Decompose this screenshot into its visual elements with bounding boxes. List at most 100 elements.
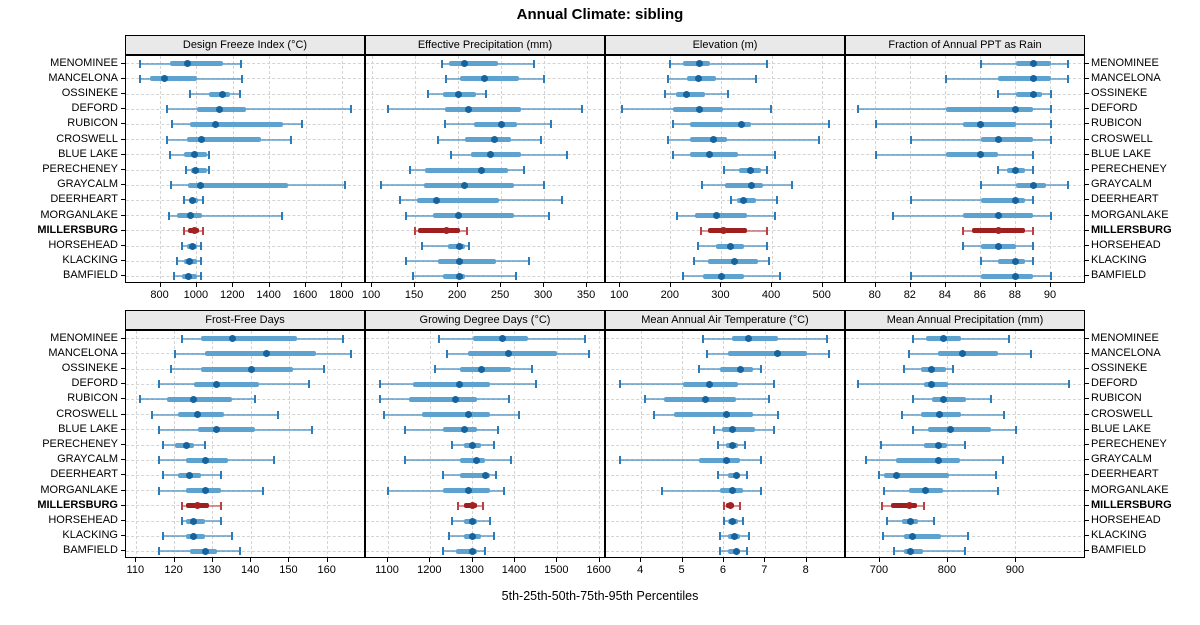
horizontal-gridline — [126, 230, 364, 232]
median-dot — [774, 350, 782, 358]
median-dot — [1029, 60, 1037, 68]
whisker-cap-95th — [231, 532, 234, 541]
median-dot — [197, 136, 205, 144]
interquartile-bar — [732, 336, 778, 342]
whisker-cap-95th — [482, 501, 485, 510]
median-dot — [464, 487, 472, 495]
whisker-cap-5th — [188, 90, 191, 98]
vertical-gridline — [514, 331, 516, 557]
interquartile-bar — [459, 76, 520, 82]
whisker-cap-5th — [150, 410, 153, 419]
y-axis-tick — [121, 368, 125, 369]
vertical-gridline — [387, 331, 389, 557]
whisker-cap-95th — [1032, 226, 1035, 235]
whisker-cap-95th — [548, 211, 551, 220]
median-dot — [730, 257, 738, 265]
whisker-cap-5th — [698, 365, 701, 373]
whisker-cap-95th — [1003, 410, 1006, 419]
vertical-gridline — [305, 56, 307, 282]
panel-strip-title: Mean Annual Air Temperature (°C) — [641, 314, 809, 326]
site-label-left: DEFORD — [71, 377, 118, 390]
site-label-left: RUBICON — [67, 392, 118, 405]
panel-strip: Fraction of Annual PPT as Rain — [845, 35, 1085, 55]
whisker-range-line — [620, 459, 762, 462]
median-dot — [1029, 90, 1037, 98]
site-label-left: MORGANLAKE — [40, 483, 118, 496]
whisker-cap-95th — [1067, 74, 1070, 83]
interquartile-bar — [904, 533, 941, 539]
x-axis-tick — [909, 283, 911, 287]
whisker-cap-95th — [543, 74, 546, 83]
horizontal-gridline — [366, 245, 604, 247]
site-label-left: MANCELONA — [48, 346, 118, 359]
median-dot — [928, 380, 936, 388]
whisker-cap-5th — [158, 425, 161, 434]
whisker-cap-5th — [183, 196, 186, 205]
vertical-gridline — [341, 56, 343, 282]
whisker-cap-5th — [162, 441, 165, 449]
median-dot — [1029, 181, 1037, 189]
interquartile-bar — [423, 182, 514, 188]
whisker-cap-95th — [755, 74, 758, 83]
interquartile-bar — [945, 106, 1034, 112]
whisker-cap-5th — [911, 395, 914, 404]
median-dot — [732, 547, 740, 555]
site-label-right: MENOMINEE — [1091, 331, 1159, 344]
site-label-left: BLUE LAKE — [58, 147, 118, 160]
x-axis-tick-label: 200 — [447, 289, 467, 301]
whisker-cap-5th — [722, 517, 725, 525]
y-axis-tick — [121, 489, 125, 491]
whisker-cap-95th — [1049, 105, 1052, 114]
vertical-gridline — [670, 56, 672, 282]
whisker-cap-95th — [1049, 272, 1052, 281]
whisker-cap-95th — [561, 196, 564, 205]
horizontal-gridline — [126, 78, 364, 80]
whisker-cap-95th — [818, 135, 821, 144]
median-dot — [683, 90, 690, 98]
panel-plot — [125, 55, 365, 283]
panel-plot — [605, 330, 845, 558]
x-axis-tick — [250, 558, 252, 562]
median-dot — [201, 456, 209, 464]
median-dot — [464, 411, 472, 419]
median-dot — [905, 502, 913, 510]
whisker-cap-5th — [405, 257, 408, 266]
x-axis-tick — [305, 283, 306, 287]
median-dot — [161, 75, 169, 83]
interquartile-bar — [166, 396, 233, 402]
median-dot — [469, 547, 477, 555]
whisker-range-line — [668, 138, 820, 141]
x-axis-tick-label: 5 — [678, 564, 685, 576]
whisker-cap-95th — [1002, 456, 1005, 465]
median-dot — [994, 136, 1002, 144]
whisker-cap-5th — [672, 120, 675, 129]
horizontal-gridline — [846, 63, 1084, 65]
whisker-cap-5th — [386, 105, 389, 114]
panel-strip: Growing Degree Days (°C) — [365, 310, 605, 330]
median-dot — [197, 181, 205, 189]
y-axis-tick — [1085, 184, 1089, 186]
x-axis-tick-label: 350 — [576, 289, 596, 301]
whisker-cap-5th — [619, 456, 622, 465]
median-dot — [1012, 257, 1020, 265]
whisker-cap-95th — [727, 90, 730, 98]
site-label-right: HORSEHEAD — [1091, 239, 1161, 251]
whisker-cap-5th — [181, 501, 184, 510]
whisker-cap-95th — [219, 471, 222, 480]
whisker-cap-95th — [241, 74, 244, 83]
whisker-cap-5th — [437, 135, 440, 144]
x-axis-tick — [371, 283, 373, 287]
site-label-right: OSSINEKE — [1091, 87, 1148, 99]
whisker-cap-95th — [1049, 90, 1052, 98]
site-label-left: BAMFIELD — [62, 544, 118, 557]
y-axis-tick — [121, 62, 125, 64]
whisker-cap-95th — [1029, 349, 1032, 358]
whisker-cap-95th — [497, 425, 500, 434]
interquartile-bar — [443, 427, 477, 433]
whisker-cap-5th — [379, 181, 382, 190]
x-axis-tick — [805, 558, 807, 562]
whisker-cap-95th — [773, 211, 776, 220]
vertical-gridline — [910, 56, 912, 282]
panel-strip: Design Freeze Index (°C) — [125, 35, 365, 55]
panel-plot — [365, 55, 605, 283]
